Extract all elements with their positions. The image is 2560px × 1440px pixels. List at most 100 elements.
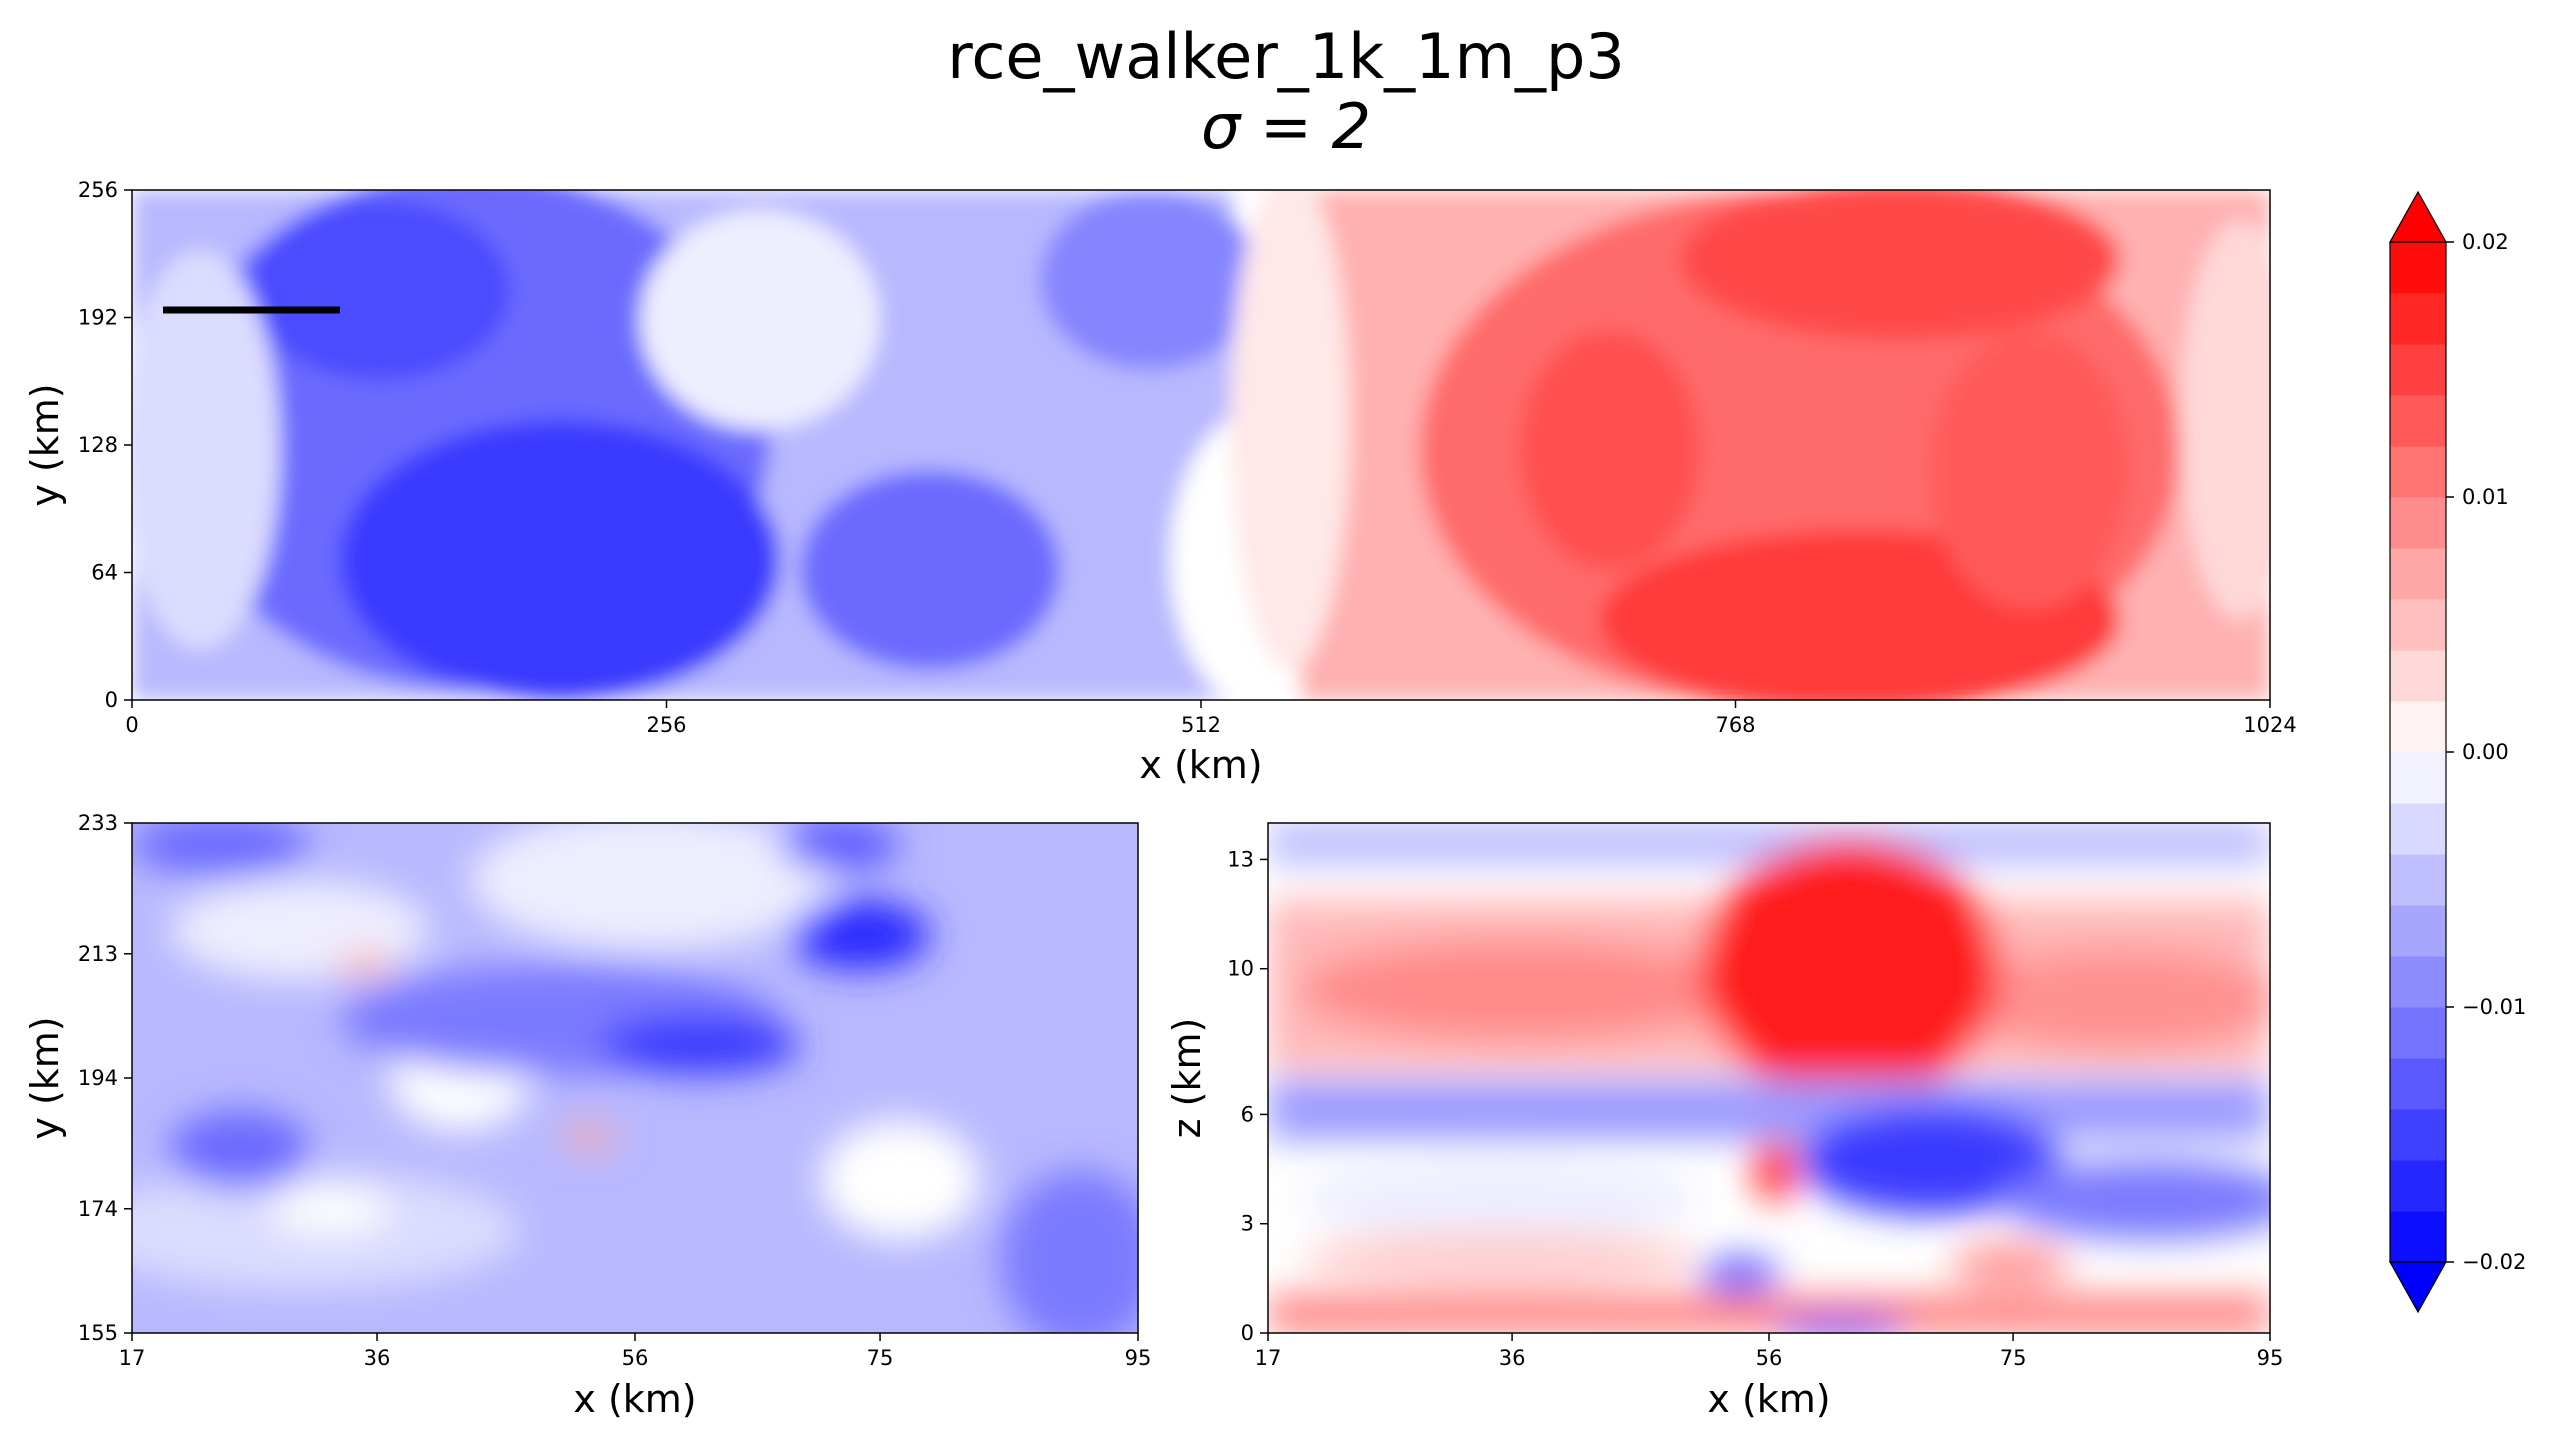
br-xtick-label: 17 bbox=[1255, 1346, 1282, 1370]
figure-subtitle: σ = 2 bbox=[1201, 90, 1371, 163]
top-ytick-label: 256 bbox=[78, 178, 118, 202]
top-xtick-label: 1024 bbox=[2243, 713, 2296, 737]
top-y-ticks: 0 64 128 192 256 bbox=[78, 178, 132, 712]
figure-title: rce_walker_1k_1m_p3 bbox=[947, 20, 1625, 93]
colorbar-extend-min bbox=[2388, 1261, 2448, 1314]
colorbar-segment bbox=[2390, 1058, 2446, 1110]
colorbar-extend-max bbox=[2388, 190, 2448, 243]
bl-field-mid3 bbox=[132, 823, 310, 875]
colorbar bbox=[2388, 190, 2448, 1314]
colorbar-segment bbox=[2390, 956, 2446, 1008]
bl-x-label: x (km) bbox=[573, 1377, 696, 1421]
br-y-label: z (km) bbox=[1165, 1018, 1209, 1139]
top-field-red-core2 bbox=[1680, 190, 2120, 340]
br-ytick-label: 0 bbox=[1241, 1321, 1254, 1345]
bl-xtick-label: 36 bbox=[364, 1346, 391, 1370]
colorbar-segment bbox=[2390, 1211, 2446, 1263]
bl-x-ticks: 17 36 56 75 95 bbox=[119, 1333, 1152, 1370]
top-x-label: x (km) bbox=[1139, 743, 1262, 787]
colorbar-tick-label: 0.02 bbox=[2462, 230, 2509, 254]
br-xtick-label: 36 bbox=[1499, 1346, 1526, 1370]
bl-ytick-label: 174 bbox=[78, 1197, 118, 1221]
top-ytick-label: 192 bbox=[78, 306, 118, 330]
br-field-upper-red2 bbox=[1300, 940, 1740, 1040]
bl-xtick-label: 95 bbox=[1125, 1346, 1152, 1370]
bl-ytick-label: 194 bbox=[78, 1066, 118, 1090]
br-field-bottom-blue bbox=[1770, 1318, 1910, 1333]
br-xtick-label: 95 bbox=[2257, 1346, 2284, 1370]
br-x-label: x (km) bbox=[1707, 1377, 1830, 1421]
bottom-left-heatmap bbox=[131, 822, 1139, 1334]
top-field-light-patch5 bbox=[1230, 190, 1350, 670]
colorbar-segment bbox=[2390, 1160, 2446, 1212]
top-xtick-label: 512 bbox=[1181, 713, 1221, 737]
top-field-blue-core4 bbox=[800, 470, 1060, 670]
top-y-label: y (km) bbox=[23, 383, 67, 506]
br-ytick-label: 3 bbox=[1241, 1212, 1254, 1236]
top-field-blue-core5 bbox=[1040, 190, 1260, 370]
top-heatmap bbox=[131, 189, 2271, 701]
top-field-red-core4 bbox=[1520, 330, 1700, 570]
br-ytick-label: 6 bbox=[1241, 1102, 1254, 1126]
colorbar-segment bbox=[2390, 1109, 2446, 1161]
bl-field-mid4 bbox=[780, 823, 900, 870]
bl-field-white1 bbox=[270, 1188, 390, 1232]
br-field-low-blue2 bbox=[1700, 1255, 1780, 1295]
bl-ytick-label: 233 bbox=[78, 811, 118, 835]
colorbar-segment bbox=[2390, 854, 2446, 906]
br-ytick-label: 10 bbox=[1227, 957, 1254, 981]
top-xtick-label: 256 bbox=[646, 713, 686, 737]
colorbar-segment bbox=[2390, 752, 2446, 804]
bl-ytick-label: 213 bbox=[78, 942, 118, 966]
colorbar-segment bbox=[2390, 905, 2446, 957]
bl-field-pink1 bbox=[335, 951, 395, 979]
bl-xtick-label: 17 bbox=[119, 1346, 146, 1370]
bl-field-pink2 bbox=[562, 1125, 618, 1149]
bl-field-light1 bbox=[132, 1170, 520, 1290]
bottom-right-heatmap bbox=[1267, 822, 2271, 1334]
top-ytick-label: 0 bbox=[105, 688, 118, 712]
bl-ytick-label: 155 bbox=[78, 1321, 118, 1345]
br-field-bottom-red bbox=[1268, 1295, 2270, 1333]
br-field-red-blob bbox=[1753, 1138, 1797, 1202]
bl-field-mid5 bbox=[1000, 1170, 1138, 1333]
colorbar-segment bbox=[2390, 344, 2446, 396]
colorbar-segment bbox=[2390, 599, 2446, 651]
colorbar-tick-label: 0.00 bbox=[2462, 740, 2509, 764]
bl-y-ticks: 155 174 194 213 233 bbox=[78, 811, 132, 1345]
colorbar-tick-label: −0.01 bbox=[2462, 995, 2526, 1019]
br-field-mid-blue bbox=[1268, 1080, 2270, 1140]
bl-y-label: y (km) bbox=[23, 1016, 67, 1139]
br-field-blue-core bbox=[1800, 1105, 2060, 1215]
colorbar-ticks: 0.02 0.01 0.00 −0.01 −0.02 bbox=[2446, 230, 2526, 1274]
top-ytick-label: 128 bbox=[78, 433, 118, 457]
br-field-low-light bbox=[1300, 1160, 1700, 1240]
bl-field-dark2 bbox=[790, 900, 930, 970]
top-ytick-label: 64 bbox=[91, 561, 118, 585]
br-field-top-blue bbox=[1268, 823, 2270, 863]
br-x-ticks: 17 36 56 75 95 bbox=[1255, 1333, 2284, 1370]
bl-xtick-label: 75 bbox=[867, 1346, 894, 1370]
br-field-low-red2 bbox=[1950, 1243, 2070, 1287]
top-x-ticks: 0 256 512 768 1024 bbox=[125, 700, 2297, 737]
top-field-light-patch4 bbox=[2180, 220, 2270, 620]
colorbar-segment bbox=[2390, 446, 2446, 498]
colorbar-segment bbox=[2390, 701, 2446, 753]
br-ytick-label: 13 bbox=[1227, 847, 1254, 871]
br-field-pink-low bbox=[1300, 1230, 1700, 1290]
colorbar-segment bbox=[2390, 803, 2446, 855]
bl-xtick-label: 56 bbox=[622, 1346, 649, 1370]
colorbar-segment bbox=[2390, 242, 2446, 294]
top-field-blue-core2 bbox=[340, 420, 780, 700]
top-field-light-patch2 bbox=[132, 250, 280, 650]
colorbar-segment bbox=[2390, 548, 2446, 600]
br-field-core-red bbox=[1700, 840, 2000, 1100]
colorbar-tick-label: −0.02 bbox=[2462, 1250, 2526, 1274]
colorbar-tick-label: 0.01 bbox=[2462, 485, 2509, 509]
br-y-ticks: 0 3 6 10 13 bbox=[1227, 847, 1268, 1345]
br-field-low-blue bbox=[2000, 1160, 2270, 1240]
top-field-blue-core3 bbox=[250, 200, 510, 380]
top-field-red-core5 bbox=[1930, 330, 2130, 610]
bl-field-white2 bbox=[820, 1120, 980, 1240]
